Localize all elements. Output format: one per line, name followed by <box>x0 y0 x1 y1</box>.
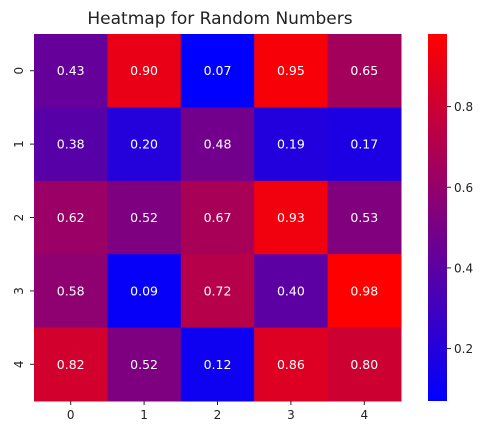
heatmap-cell <box>327 327 402 402</box>
heatmap-cell <box>107 327 182 402</box>
x-tick-label: 3 <box>287 408 295 422</box>
heatmap-cell <box>254 107 329 182</box>
heatmap-cell <box>327 107 402 182</box>
cell-value-label: 0.07 <box>204 63 232 78</box>
heatmap-cell <box>34 327 108 402</box>
y-tick-label: 1 <box>12 140 26 148</box>
cell-value-label: 0.17 <box>350 137 378 152</box>
cell-value-label: 0.82 <box>57 357 85 372</box>
cell-value-label: 0.72 <box>204 283 232 298</box>
x-axis: 0 1 2 3 4 <box>67 401 368 422</box>
x-tick-label: 1 <box>140 408 148 422</box>
colorbar-tick-label: 0.8 <box>454 100 473 114</box>
heatmap-cell <box>180 180 255 255</box>
y-tick-label: 3 <box>12 287 26 295</box>
cell-value-label: 0.53 <box>350 210 378 225</box>
cell-value-label: 0.20 <box>130 137 158 152</box>
colorbar-tick-label: 0.6 <box>454 181 473 195</box>
colorbar-tick-label: 0.4 <box>454 261 473 275</box>
cell-value-label: 0.98 <box>350 283 378 298</box>
cell-value-label: 0.52 <box>130 210 158 225</box>
heatmap-cell <box>107 180 182 255</box>
heatmap-cell <box>180 327 255 402</box>
cell-value-label: 0.67 <box>204 210 232 225</box>
cell-value-label: 0.62 <box>57 210 85 225</box>
heatmap-cell <box>254 254 329 329</box>
chart-title: Heatmap for Random Numbers <box>87 9 352 29</box>
cell-value-label: 0.80 <box>350 357 378 372</box>
cell-value-label: 0.86 <box>277 357 305 372</box>
cell-value-label: 0.90 <box>130 63 158 78</box>
x-tick-label: 0 <box>67 408 75 422</box>
heatmap-cell <box>254 327 329 402</box>
y-tick-label: 2 <box>12 214 26 222</box>
x-tick-label: 4 <box>360 408 368 422</box>
cell-value-label: 0.52 <box>130 357 158 372</box>
colorbar-ticks: 0.2 0.4 0.6 0.8 <box>447 100 473 356</box>
heatmap-cell <box>107 34 182 108</box>
heatmap-cell <box>107 107 182 182</box>
heatmap-cell <box>180 107 255 182</box>
heatmap-cell <box>254 34 329 108</box>
heatmap-cell <box>34 254 108 329</box>
heatmap-cell <box>34 180 108 255</box>
y-tick-label: 0 <box>12 67 26 75</box>
cell-value-label: 0.95 <box>277 63 305 78</box>
x-tick-label: 2 <box>214 408 222 422</box>
y-tick-label: 4 <box>12 360 26 368</box>
heatmap-cells: 0.43 0.90 0.07 0.95 0.65 0.38 0.20 0.48 0.19 0.17… <box>34 34 402 402</box>
cell-value-label: 0.12 <box>204 357 232 372</box>
cell-value-label: 0.19 <box>277 137 305 152</box>
cell-value-label: 0.58 <box>57 283 85 298</box>
heatmap-cell <box>180 34 255 108</box>
cell-value-label: 0.09 <box>130 283 158 298</box>
y-axis: 0 1 2 3 4 <box>12 67 34 368</box>
heatmap-cell <box>327 254 402 329</box>
cell-value-label: 0.65 <box>350 63 378 78</box>
cell-value-label: 0.38 <box>57 137 85 152</box>
heatmap-cell <box>34 107 108 182</box>
colorbar-tick-label: 0.2 <box>454 342 473 356</box>
cell-value-label: 0.40 <box>277 283 305 298</box>
heatmap-cell <box>107 254 182 329</box>
colorbar-gradient <box>428 34 447 401</box>
heatmap-cell <box>327 180 402 255</box>
cell-value-label: 0.43 <box>57 63 85 78</box>
cell-value-label: 0.48 <box>204 137 232 152</box>
heatmap-cell <box>34 34 108 108</box>
heatmap-cell <box>327 34 402 108</box>
heatmap-cell <box>180 254 255 329</box>
heatmap-cell <box>254 180 329 255</box>
colorbar: 0.2 0.4 0.6 0.8 <box>428 34 473 401</box>
cell-value-label: 0.93 <box>277 210 305 225</box>
